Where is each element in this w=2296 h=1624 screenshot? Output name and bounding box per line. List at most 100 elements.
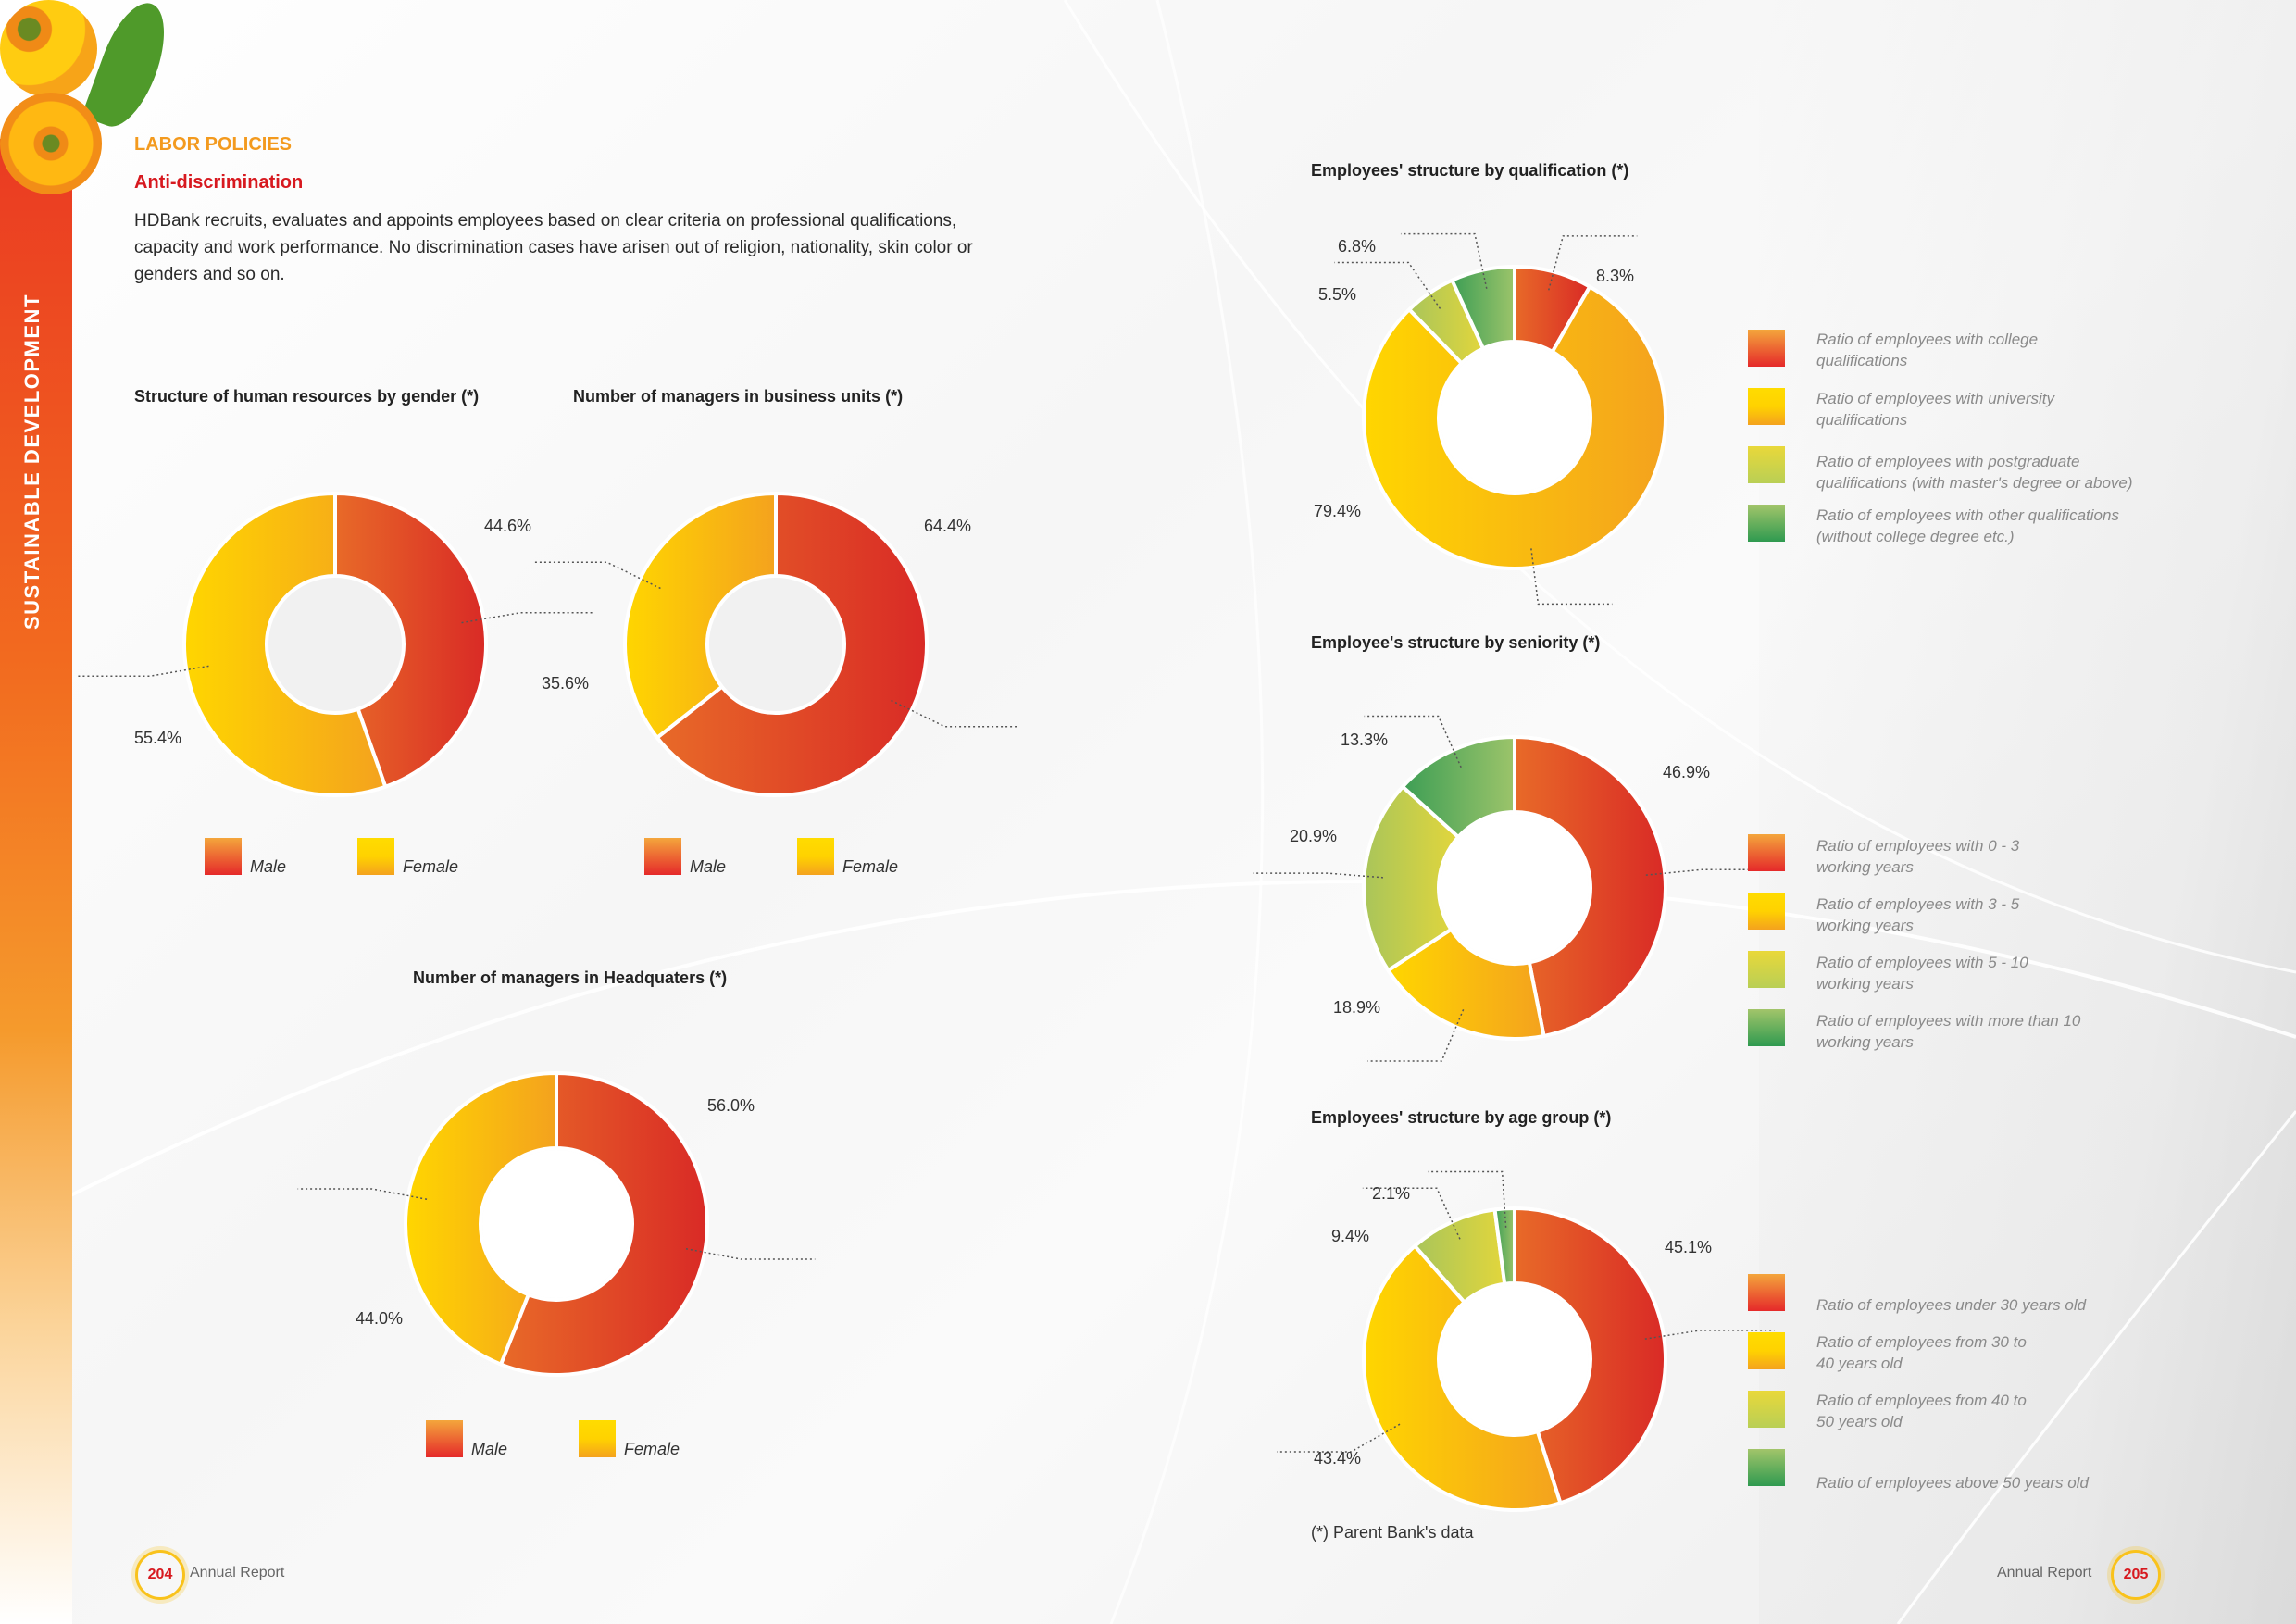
legend-label-female: Female [842,857,899,876]
legend-swatch-3-5 [1748,893,1785,930]
leader-line-qualification-1 [1530,548,1613,606]
donut-slice-age-1 [1361,1243,1563,1512]
data-label-hq-male: 56.0% [707,1096,755,1115]
leader-line-business_units-0 [891,699,1019,728]
data-label-qual-university: 79.4% [1314,502,1362,520]
legend-swatch-5-10 [1748,951,1785,988]
data-label-sen-0-3: 46.9% [1663,763,1711,781]
legend-swatch-female [797,838,834,875]
donut-slice-seniority-0 [1513,734,1667,1039]
legend-swatch-female [357,838,394,875]
leader-line-age-0 [1644,1330,1775,1340]
data-label-age-under30: 45.1% [1665,1238,1713,1256]
legend-swatch-college [1748,330,1785,367]
donut-hole-qualification [1441,344,1589,492]
legend-swatch-male [205,838,242,875]
legend-swatch-above50 [1748,1449,1785,1486]
donut-slice-age-3 [1492,1206,1516,1286]
donut-slice-business_units-0 [655,491,929,797]
legend-swatch-university [1748,388,1785,425]
legend-label-3-5: Ratio of employees with 3 - 5 working ye… [1816,895,2020,934]
donut-hole-headquarters [482,1150,630,1298]
legend-swatch-male [644,838,681,875]
footer-label-left: Annual Report [190,1565,285,1580]
chart-title-age: Employees' structure by age group (*) [1311,1108,1612,1127]
leader-line-headquarters-1 [297,1188,428,1201]
legend-label-10plus: Ratio of employees with more than 10 wor… [1816,1012,2081,1051]
legend-label-0-3: Ratio of employees with 0 - 3 working ye… [1816,837,2020,876]
intro-paragraph: HDBank recruits, evaluates and appoints … [134,211,973,284]
data-label-age-30-40: 43.4% [1314,1449,1362,1468]
legend-label-under30: Ratio of employees under 30 years old [1816,1296,2087,1314]
chart-title-seniority: Employee's structure by seniority (*) [1311,633,1601,652]
legend-swatch-0-3 [1748,834,1785,871]
legend-label-university: Ratio of employees with university quali… [1816,390,2055,429]
legend-label-postgraduate: Ratio of employees with postgraduate qua… [1816,453,2133,492]
donut-hole-gender [268,578,402,711]
donut-slice-gender-0 [333,491,488,790]
data-label-sen-10plus: 13.3% [1341,731,1389,749]
donut-slice-qualification-3 [1449,264,1516,352]
chart-title-qualification: Employees' structure by qualification (*… [1311,161,1629,180]
chart-title-headquarters: Number of managers in Headquaters (*) [413,968,728,987]
legend-label-other: Ratio of employees with other qualificat… [1816,506,2119,545]
donut-slice-seniority-2 [1362,783,1462,973]
legend-swatch-10plus [1748,1009,1785,1046]
donut-hole-seniority [1441,814,1589,962]
donut-slice-gender-1 [182,491,388,797]
legend-label-male: Male [250,857,287,876]
legend-label-40-50: Ratio of employees from 40 to 50 years o… [1816,1392,2027,1430]
legend-label-30-40: Ratio of employees from 30 to 40 years o… [1816,1333,2027,1372]
leader-line-seniority-1 [1367,1009,1465,1062]
leader-line-gender-1 [75,665,209,678]
legend-swatch-40-50 [1748,1391,1785,1428]
donut-slice-seniority-3 [1400,734,1516,840]
data-label-qual-postgraduate: 5.5% [1318,285,1357,304]
leader-line-age-2 [1362,1187,1461,1240]
leader-line-qualification-3 [1400,232,1488,289]
donut-slice-age-0 [1513,1206,1667,1505]
subsection-title: Anti-discrimination [134,172,304,193]
leader-line-qualification-0 [1548,235,1638,291]
leader-line-headquarters-0 [685,1247,816,1260]
page-number-right: 205 [2111,1550,2161,1600]
section-title: LABOR POLICIES [134,134,293,155]
legend-label-college: Ratio of employees with college qualific… [1816,331,2039,369]
legend-label-above50: Ratio of employees above 50 years old [1816,1474,2089,1492]
legend-swatch-female [579,1420,616,1457]
legend-swatch-male [426,1420,463,1457]
legend-swatch-other [1748,505,1785,542]
donut-hole-business_units [709,578,842,711]
leader-line-seniority-0 [1645,868,1777,876]
footer-label-right: Annual Report [1997,1565,2092,1580]
data-label-qual-other: 6.8% [1338,237,1377,256]
legend-label-male: Male [690,857,727,876]
legend-swatch-postgraduate [1748,446,1785,483]
chart-title-gender: Structure of human resources by gender (… [134,387,480,406]
leader-line-gender-0 [461,611,595,624]
data-label-gender-male: 44.6% [484,517,532,535]
legend-label-female: Female [403,857,459,876]
legend-label-female: Female [624,1440,680,1458]
sidebar-strip: SUSTAINABLE DEVELOPMENT [0,139,72,1624]
donut-slice-headquarters-1 [404,1070,558,1368]
leader-line-age-1 [1277,1423,1401,1453]
leader-line-seniority-2 [1253,872,1383,879]
leader-line-qualification-2 [1334,261,1441,309]
donut-slice-business_units-1 [623,491,778,741]
leader-line-age-3 [1428,1170,1507,1228]
data-label-age-above50: 2.1% [1372,1184,1411,1203]
donut-slice-seniority-1 [1385,927,1546,1041]
footnote: (*) Parent Bank's data [1311,1523,1474,1542]
chart-title-business-units: Number of managers in business units (*) [573,387,904,406]
leader-line-seniority-3 [1364,715,1462,768]
donut-slice-headquarters-0 [498,1070,710,1377]
data-label-age-40-50: 9.4% [1331,1227,1370,1245]
legend-swatch-30-40 [1748,1332,1785,1369]
data-label-sen-3-5: 18.9% [1333,998,1381,1017]
legend-swatch-under30 [1748,1274,1785,1311]
data-label-business-male: 64.4% [924,517,972,535]
leader-line-business_units-1 [532,561,661,590]
legend-label-5-10: Ratio of employees with 5 - 10 working y… [1816,954,2028,993]
